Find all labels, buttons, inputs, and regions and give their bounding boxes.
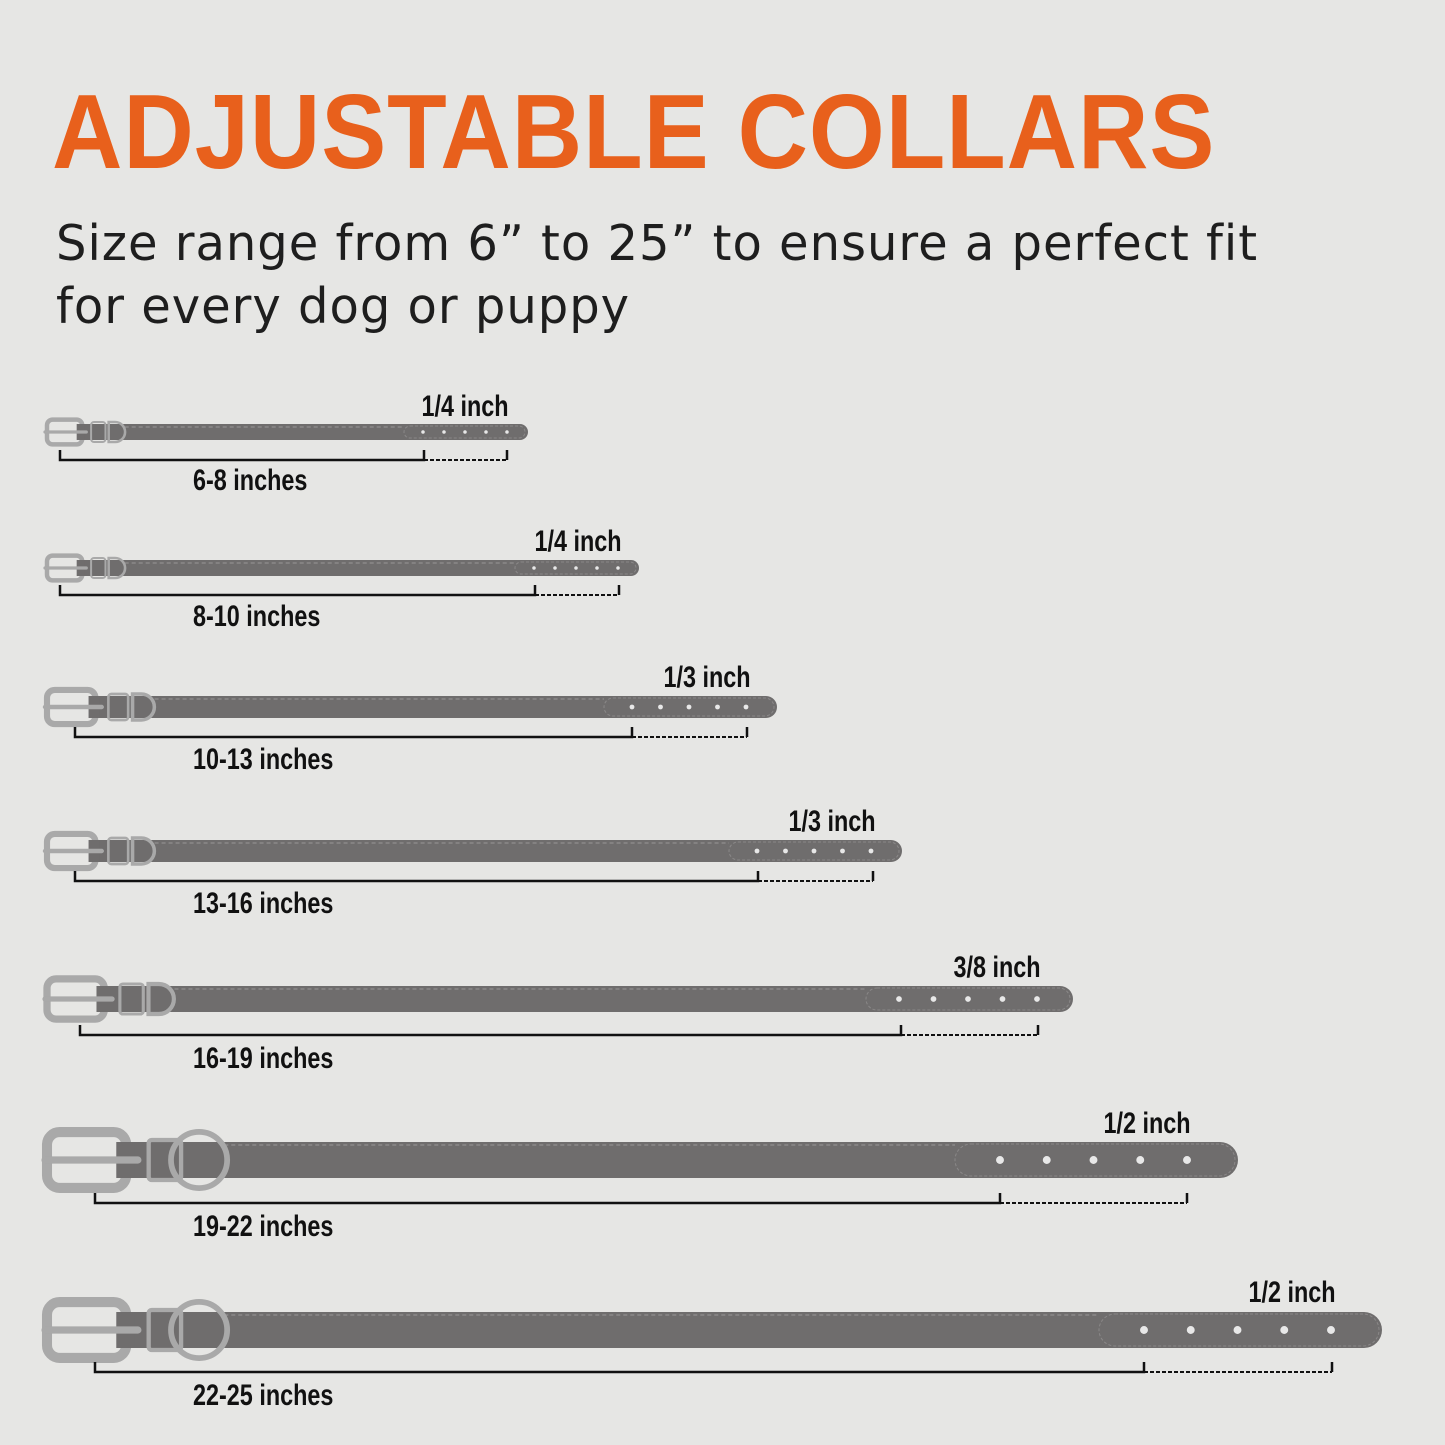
width-label: 1/3 inch <box>663 660 750 693</box>
hole <box>484 430 488 434</box>
size-bracket <box>93 1193 1002 1205</box>
width-label: 1/3 inch <box>788 804 875 837</box>
keeper-loop-icon <box>107 692 130 722</box>
hole <box>532 566 536 570</box>
d-ring-icon <box>130 836 157 866</box>
hole <box>840 848 845 854</box>
size-bracket <box>93 1362 1146 1374</box>
hole <box>463 430 467 434</box>
hole <box>965 996 971 1002</box>
size-label: 13-16 inches <box>193 886 333 919</box>
keeper-loop-icon <box>90 421 107 443</box>
size-label: 8-10 inches <box>193 599 320 632</box>
hole <box>616 566 620 570</box>
tip-outline <box>865 987 1071 1011</box>
width-label: 1/2 inch <box>1248 1275 1335 1308</box>
size-label: 10-13 inches <box>193 742 333 775</box>
collar-1: 6-8 inches 1/4 inch <box>43 389 529 497</box>
size-bracket <box>58 585 537 597</box>
hole <box>930 996 937 1002</box>
size-bracket <box>58 450 426 462</box>
hole <box>658 704 663 710</box>
subtitle-line-1: Size range from 6” to 25” to ensure a pe… <box>56 215 1259 272</box>
collar-4: 13-16 inches 1/3 inch <box>42 804 902 920</box>
hole <box>574 566 578 570</box>
collar-5: 16-19 inches 3/8 inch <box>42 950 1074 1075</box>
tip-outline <box>514 561 637 575</box>
collar-strap <box>88 840 902 862</box>
hole <box>686 704 692 710</box>
hole <box>1186 1326 1195 1334</box>
size-bracket <box>73 727 634 739</box>
hole <box>754 848 760 854</box>
hole <box>1183 1156 1191 1164</box>
keeper-loop-icon <box>146 1307 184 1353</box>
hole <box>783 848 788 854</box>
hole <box>1327 1326 1335 1334</box>
tip-outline <box>728 841 900 861</box>
keeper-loop-icon <box>146 1137 184 1183</box>
hole <box>1034 996 1040 1002</box>
keeper-loop-icon <box>90 557 107 579</box>
hole <box>715 704 720 710</box>
hole <box>442 430 446 434</box>
d-ring-icon <box>130 692 157 722</box>
subtitle-line-2: for every dog or puppy <box>56 278 631 335</box>
collar-6: 19-22 inches 1/2 inch <box>41 1106 1238 1243</box>
width-label: 3/8 inch <box>953 950 1040 983</box>
tip-outline <box>603 697 775 717</box>
collar-strap <box>76 424 529 440</box>
hole <box>505 430 509 434</box>
width-label: 1/4 inch <box>534 524 621 557</box>
tip-outline <box>954 1143 1236 1177</box>
size-label: 16-19 inches <box>193 1041 333 1074</box>
collar-strap <box>116 1142 1238 1178</box>
hole <box>1280 1326 1289 1334</box>
hole <box>553 566 557 570</box>
hole <box>996 1156 1004 1164</box>
hole <box>1042 1156 1051 1164</box>
collar-2: 8-10 inches 1/4 inch <box>43 524 640 633</box>
collar-strap <box>116 1312 1382 1348</box>
hole <box>1233 1326 1242 1334</box>
keeper-loop-icon <box>107 836 130 866</box>
width-label: 1/2 inch <box>1103 1106 1190 1139</box>
collar-7: 22-25 inches 1/2 inch <box>41 1275 1382 1412</box>
collar-strap <box>76 560 640 576</box>
d-ring-icon <box>107 420 127 444</box>
hole <box>421 430 425 434</box>
hole <box>811 848 817 854</box>
o-ring-icon <box>168 1129 231 1191</box>
size-label: 19-22 inches <box>193 1209 333 1242</box>
hole <box>1140 1326 1148 1334</box>
size-bracket <box>73 871 760 883</box>
hole <box>896 996 902 1002</box>
tip-outline <box>1098 1313 1380 1347</box>
keeper-loop-icon <box>118 982 145 1016</box>
subtitle: Size range from 6” to 25” to ensure a pe… <box>56 212 1258 338</box>
d-ring-icon <box>107 556 127 580</box>
hole <box>1089 1156 1098 1164</box>
collar-strap <box>96 986 1074 1012</box>
collar-3: 10-13 inches 1/3 inch <box>42 660 777 776</box>
hole <box>743 704 749 710</box>
size-bracket <box>78 1025 903 1037</box>
hole <box>999 996 1006 1002</box>
collar-strap <box>88 696 777 718</box>
hole <box>1136 1156 1145 1164</box>
d-ring-icon <box>146 981 176 1017</box>
hole <box>595 566 599 570</box>
page-title: ADJUSTABLE COLLARS <box>52 73 1216 191</box>
tip-outline <box>403 425 526 439</box>
o-ring-icon <box>168 1299 231 1361</box>
hole <box>868 848 874 854</box>
hole <box>629 704 635 710</box>
size-label: 22-25 inches <box>193 1378 333 1411</box>
width-label: 1/4 inch <box>421 389 508 422</box>
size-label: 6-8 inches <box>193 463 307 496</box>
